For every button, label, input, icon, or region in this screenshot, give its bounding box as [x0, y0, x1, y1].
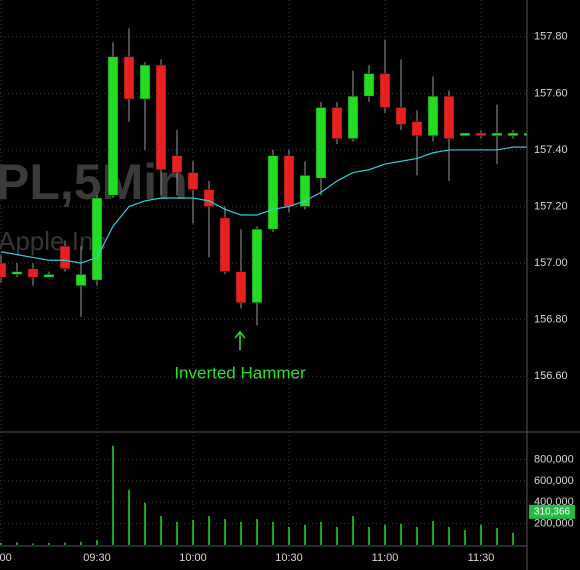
candle-body — [219, 217, 231, 272]
plot-area — [0, 28, 527, 545]
x-tick-label: 11:30 — [468, 552, 495, 564]
y-tick-label: 157.40 — [534, 144, 568, 156]
annotation: Inverted Hammer — [174, 363, 306, 382]
candle-body — [171, 155, 183, 173]
annotation-arrow — [234, 330, 246, 350]
y-tick-label: 156.60 — [534, 370, 568, 382]
candle-body — [11, 271, 23, 275]
watermark-subtitle: Apple Inc — [0, 226, 106, 256]
candle-body — [443, 95, 455, 139]
candle-body — [475, 132, 487, 137]
x-tick-label: 10:30 — [275, 552, 303, 564]
y-tick-label: 200,000 — [534, 518, 574, 530]
y-tick-label: 156.80 — [534, 314, 568, 326]
candle-body — [75, 274, 87, 286]
candle-body — [43, 274, 55, 278]
candle-body — [187, 172, 199, 190]
candle-body — [347, 95, 359, 139]
candle-body — [459, 132, 471, 137]
y-tick-label: 800,000 — [534, 453, 574, 465]
axes-layer: 156.60 156.80 157.00 157.20 157.40 157.60 157.… — [0, 31, 575, 564]
candle-body — [267, 155, 279, 230]
x-tick-label: 11:00 — [372, 552, 399, 564]
candle-body — [507, 132, 519, 137]
moving-average-line — [0, 146, 527, 264]
x-tick-label: 9:00 — [0, 552, 12, 564]
y-tick-label: 157.00 — [534, 257, 568, 269]
candle-body — [91, 197, 103, 281]
candle-body — [107, 56, 119, 196]
candle-body — [427, 95, 439, 137]
value-label: 310,366 — [534, 506, 571, 517]
grid-layer — [0, 0, 527, 546]
candle-body — [123, 56, 135, 100]
candle-body — [0, 262, 7, 278]
value-label-box — [529, 504, 575, 519]
candle-body — [523, 132, 527, 137]
candle-body — [155, 64, 167, 170]
candle-body — [299, 175, 311, 207]
candle-body — [491, 132, 503, 137]
candle-body — [379, 73, 391, 108]
candle-body — [395, 107, 407, 125]
candle-body — [203, 189, 215, 207]
arrow-head — [234, 330, 246, 339]
candle-body — [315, 107, 327, 179]
x-tick-label: 09:30 — [83, 552, 111, 564]
y-tick-label: 600,000 — [534, 475, 574, 487]
candle-body — [251, 228, 263, 303]
y-tick-label: 157.80 — [534, 31, 568, 43]
candle-body — [363, 73, 375, 97]
candle-body — [59, 245, 71, 270]
candle-body — [411, 121, 423, 137]
candle-body — [331, 107, 343, 139]
candle-body — [139, 64, 151, 100]
candle-body — [27, 268, 39, 278]
y-tick-label: 157.20 — [534, 200, 568, 212]
y-tick-label: 157.60 — [534, 87, 568, 99]
candle-body — [283, 155, 295, 207]
x-tick-label: 10:00 — [179, 552, 207, 564]
candle-body — [235, 271, 247, 303]
